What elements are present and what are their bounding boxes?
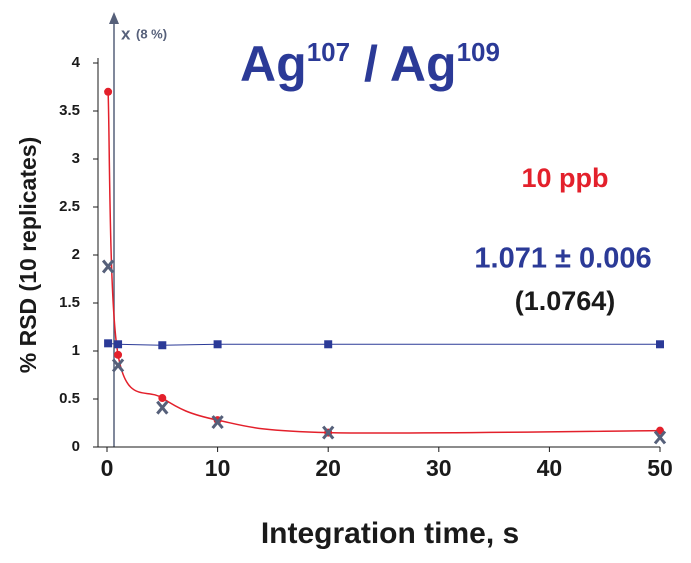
y-tick-label: 2.5 — [59, 198, 80, 215]
annotation: (8 %) — [136, 26, 167, 41]
x-tick-label: 50 — [647, 455, 673, 481]
arrow-head — [109, 12, 119, 24]
y-tick-label: 0.5 — [59, 390, 80, 407]
point — [158, 341, 167, 350]
point — [114, 350, 123, 359]
point — [158, 394, 167, 403]
y-tick-label: 4 — [72, 54, 81, 71]
chart-title: Ag107 / Ag109 — [240, 36, 500, 92]
y-tick-label: 0 — [72, 438, 80, 455]
point — [322, 425, 335, 440]
point — [104, 339, 113, 348]
x-tick-label: 20 — [315, 455, 341, 481]
x-tick-label: 40 — [537, 455, 563, 481]
point — [111, 358, 125, 373]
point — [114, 340, 123, 349]
annotation: 1.071 ± 0.006 — [474, 243, 651, 275]
point — [104, 87, 113, 96]
point — [211, 415, 224, 430]
title-part: / Ag — [350, 36, 456, 92]
title-part: 107 — [307, 37, 350, 67]
x-tick-label: 30 — [426, 455, 452, 481]
annotation: x — [121, 24, 131, 43]
annotation: (1.0764) — [515, 286, 616, 316]
y-axis-label: % RSD (10 replicates) — [15, 137, 41, 373]
title-part: Ag — [240, 36, 307, 92]
point — [656, 340, 664, 349]
fit-curve — [107, 91, 661, 434]
point — [213, 340, 222, 349]
y-tick-label: 3.5 — [59, 102, 80, 119]
point — [101, 259, 115, 274]
point — [324, 340, 333, 349]
point — [653, 430, 667, 445]
y-tick-label: 2 — [72, 246, 80, 263]
series-line — [108, 342, 660, 346]
y-tick-label: 1 — [72, 342, 80, 359]
point — [156, 400, 169, 415]
x-axis-label: Integration time, s — [261, 517, 519, 550]
y-tick-label: 3 — [72, 150, 80, 167]
title-part: 109 — [457, 37, 500, 67]
annotation: 10 ppb — [521, 163, 608, 193]
y-tick-label: 1.5 — [59, 294, 80, 311]
x-tick-label: 0 — [101, 455, 114, 481]
x-tick-label: 10 — [205, 455, 231, 481]
